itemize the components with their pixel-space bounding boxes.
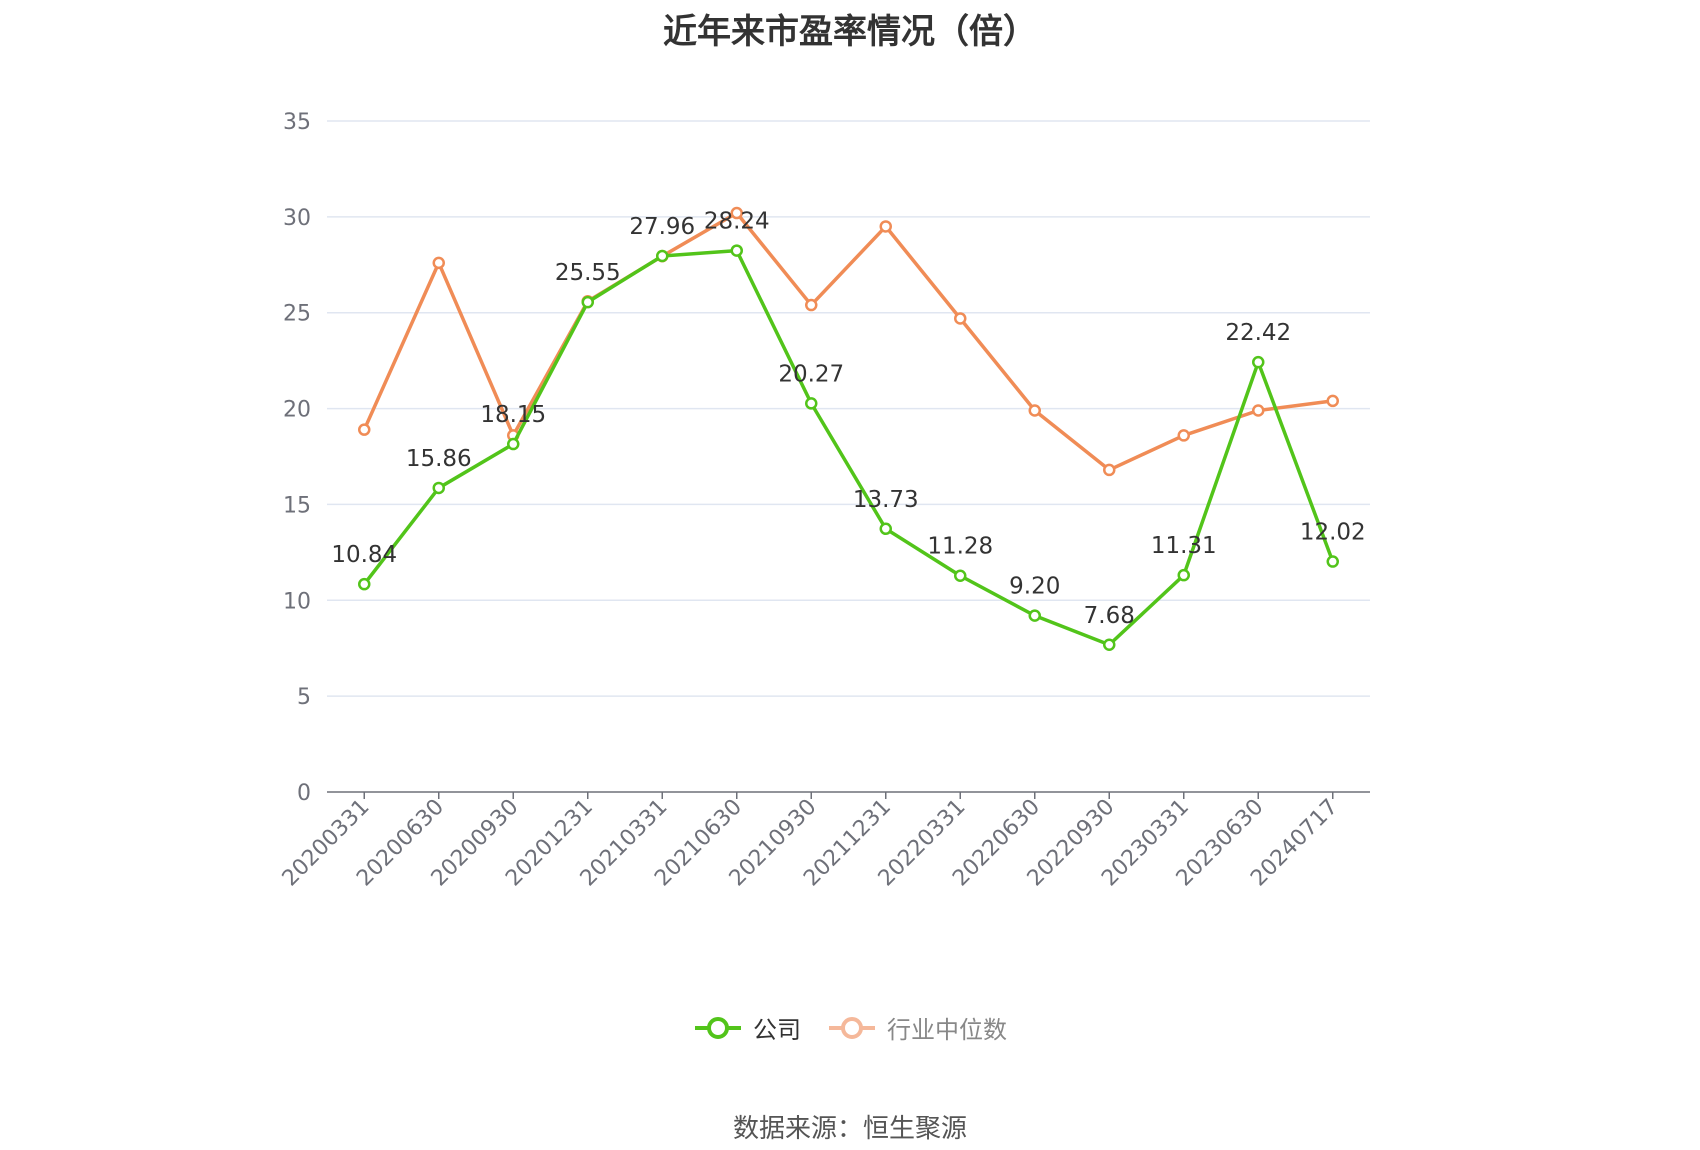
y-tick-label: 5	[297, 685, 311, 710]
y-axis-ticks: 0 5 10 15 20 25 30 35	[283, 110, 311, 806]
data-label: 27.96	[629, 214, 695, 240]
data-point[interactable]	[1177, 429, 1190, 442]
data-point[interactable]	[1028, 404, 1041, 417]
data-point[interactable]	[1028, 609, 1041, 622]
y-tick-label: 15	[283, 493, 311, 518]
data-point[interactable]	[954, 569, 967, 582]
series-line-1	[362, 211, 1333, 472]
data-point[interactable]	[358, 577, 371, 591]
data-label: 20.27	[778, 361, 844, 387]
legend-item-industry[interactable]: 行业中位数	[827, 1010, 1007, 1045]
data-point[interactable]	[1252, 404, 1265, 417]
data-point[interactable]	[1177, 568, 1190, 582]
data-point[interactable]	[507, 437, 520, 451]
data-point[interactable]	[1326, 394, 1339, 408]
data-label: 22.42	[1225, 320, 1291, 346]
y-tick-label: 0	[297, 781, 311, 806]
y-tick-label: 25	[283, 302, 311, 327]
legend-item-company[interactable]: 公司	[693, 1010, 801, 1045]
data-point[interactable]	[805, 298, 818, 312]
data-point[interactable]	[730, 206, 743, 220]
data-label: 10.84	[331, 542, 397, 568]
series-line-0	[362, 248, 1335, 647]
legend-industry-icon	[829, 1016, 875, 1039]
data-label: 9.20	[1009, 574, 1060, 600]
data-point[interactable]	[1252, 355, 1265, 369]
data-point[interactable]	[879, 522, 892, 536]
data-point[interactable]	[730, 244, 743, 257]
data-label: 15.86	[406, 446, 472, 472]
data-point[interactable]	[656, 249, 669, 263]
data-point[interactable]	[432, 481, 445, 495]
data-label: 11.31	[1151, 533, 1217, 559]
data-point[interactable]	[879, 220, 892, 233]
data-label: 11.28	[927, 534, 993, 560]
data-point[interactable]	[581, 295, 594, 309]
data-point[interactable]	[432, 256, 445, 270]
chart-title: 近年来市盈率情况（倍）	[663, 12, 1037, 52]
y-tick-label: 10	[283, 589, 311, 614]
data-label: 28.24	[704, 209, 770, 235]
legend: 公司 行业中位数	[0, 1010, 1700, 1045]
data-point[interactable]	[1326, 555, 1339, 568]
data-label: 25.55	[555, 260, 621, 286]
legend-company-icon	[695, 1016, 741, 1039]
data-label: 7.68	[1084, 603, 1135, 629]
data-point[interactable]	[805, 397, 818, 410]
data-point[interactable]	[1103, 638, 1116, 652]
y-tick-label: 30	[283, 206, 311, 231]
data-label: 18.15	[480, 402, 546, 428]
data-label: 13.73	[853, 487, 919, 513]
series-lines	[358, 206, 1339, 652]
legend-industry-label: 行业中位数	[887, 1016, 1007, 1044]
x-axis: 2020033120200630202009302020123120210331…	[278, 791, 1370, 891]
data-source: 数据来源：恒生聚源	[732, 1114, 967, 1144]
data-point[interactable]	[954, 312, 967, 325]
data-point[interactable]	[358, 423, 371, 436]
y-tick-label: 35	[283, 110, 311, 135]
y-tick-label: 20	[283, 398, 311, 423]
data-labels: 10.84 15.86 18.15 25.55 27.96 28.24 20.27 13.73…	[331, 209, 1365, 629]
data-label: 12.02	[1300, 520, 1366, 546]
data-point[interactable]	[1103, 463, 1116, 477]
legend-company-label: 公司	[753, 1016, 801, 1044]
